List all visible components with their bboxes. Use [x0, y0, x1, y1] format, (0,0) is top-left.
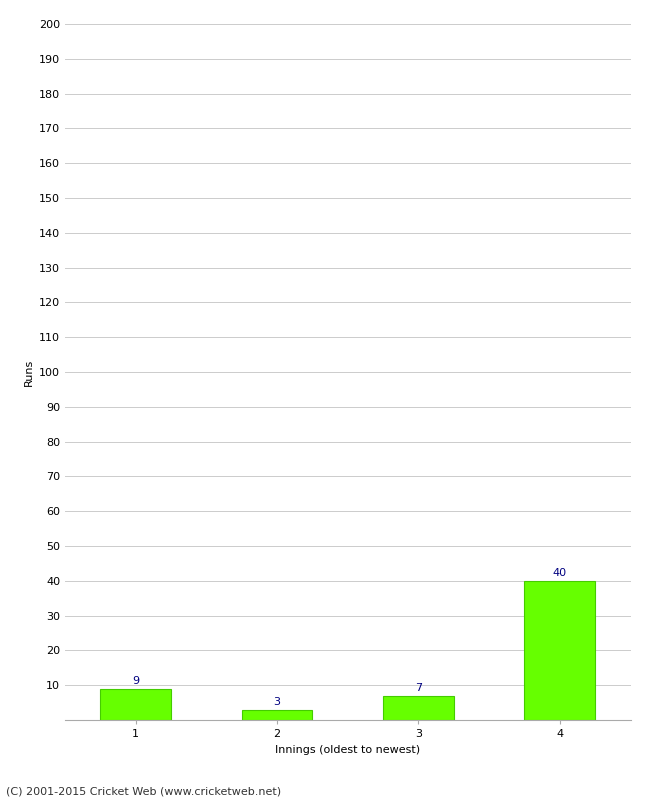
Text: 3: 3 — [274, 697, 281, 706]
Text: 9: 9 — [132, 676, 139, 686]
Text: 40: 40 — [552, 568, 567, 578]
Bar — [242, 710, 313, 720]
Text: (C) 2001-2015 Cricket Web (www.cricketweb.net): (C) 2001-2015 Cricket Web (www.cricketwe… — [6, 786, 281, 796]
Bar — [525, 581, 595, 720]
Bar — [100, 689, 171, 720]
Text: 7: 7 — [415, 683, 422, 693]
Bar — [383, 696, 454, 720]
Y-axis label: Runs: Runs — [23, 358, 33, 386]
X-axis label: Innings (oldest to newest): Innings (oldest to newest) — [275, 745, 421, 754]
